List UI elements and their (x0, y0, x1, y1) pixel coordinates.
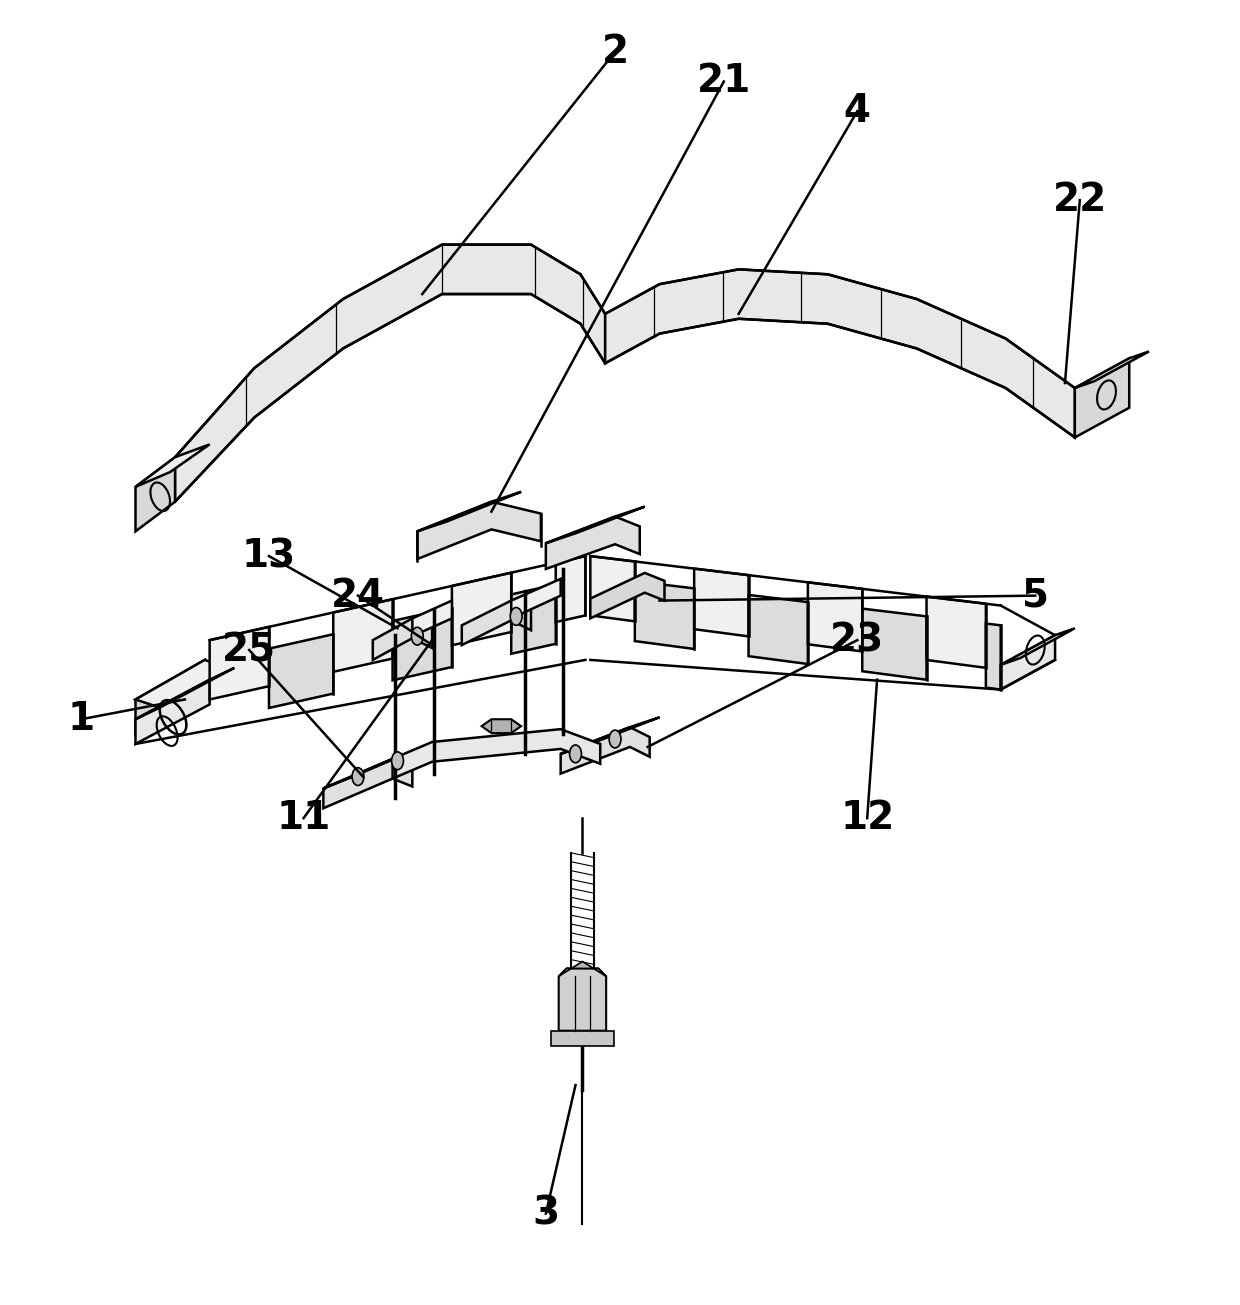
Polygon shape (393, 608, 451, 680)
Polygon shape (546, 517, 640, 569)
Text: 1: 1 (67, 701, 94, 739)
Text: 2: 2 (601, 33, 629, 70)
Polygon shape (210, 626, 269, 699)
Text: 5: 5 (1022, 577, 1049, 615)
Text: 11: 11 (277, 799, 331, 837)
Polygon shape (511, 585, 556, 654)
Text: 4: 4 (843, 93, 870, 130)
Polygon shape (269, 634, 334, 707)
Polygon shape (461, 600, 531, 645)
Polygon shape (560, 718, 660, 754)
Polygon shape (418, 492, 521, 531)
Ellipse shape (569, 745, 582, 762)
Polygon shape (135, 680, 210, 744)
Polygon shape (560, 727, 650, 774)
Polygon shape (373, 619, 432, 660)
Polygon shape (334, 599, 393, 672)
Polygon shape (590, 556, 635, 621)
Ellipse shape (352, 767, 363, 786)
Polygon shape (135, 660, 205, 735)
Polygon shape (324, 746, 423, 788)
Polygon shape (324, 758, 413, 808)
Ellipse shape (412, 628, 423, 645)
Polygon shape (590, 573, 665, 619)
Polygon shape (749, 595, 808, 664)
Polygon shape (135, 668, 234, 719)
Polygon shape (556, 556, 585, 622)
Polygon shape (135, 445, 210, 487)
Text: 21: 21 (697, 63, 751, 100)
Polygon shape (135, 457, 175, 531)
Polygon shape (418, 501, 541, 559)
Polygon shape (1001, 636, 1055, 689)
Ellipse shape (392, 752, 403, 770)
Polygon shape (511, 579, 560, 619)
Polygon shape (546, 506, 645, 543)
Ellipse shape (609, 729, 621, 748)
Polygon shape (551, 1031, 614, 1045)
Polygon shape (1075, 351, 1149, 388)
Polygon shape (808, 582, 862, 651)
Polygon shape (393, 729, 600, 779)
Polygon shape (559, 968, 606, 1031)
Polygon shape (135, 660, 234, 710)
Polygon shape (481, 719, 521, 733)
Polygon shape (1075, 359, 1130, 437)
Text: 22: 22 (1053, 181, 1107, 219)
Text: 24: 24 (331, 577, 386, 615)
Text: 3: 3 (532, 1194, 559, 1233)
Text: 13: 13 (242, 538, 296, 576)
Text: 23: 23 (831, 621, 884, 659)
Ellipse shape (510, 608, 522, 625)
Polygon shape (986, 624, 1001, 689)
Text: 12: 12 (839, 799, 894, 837)
Polygon shape (413, 600, 451, 636)
Polygon shape (175, 244, 605, 501)
Polygon shape (635, 581, 694, 649)
Polygon shape (559, 962, 606, 976)
Polygon shape (926, 596, 986, 668)
Text: 25: 25 (222, 632, 277, 669)
Polygon shape (1001, 628, 1075, 664)
Polygon shape (862, 608, 926, 680)
Polygon shape (694, 569, 749, 637)
Polygon shape (451, 573, 511, 645)
Polygon shape (605, 269, 1075, 437)
